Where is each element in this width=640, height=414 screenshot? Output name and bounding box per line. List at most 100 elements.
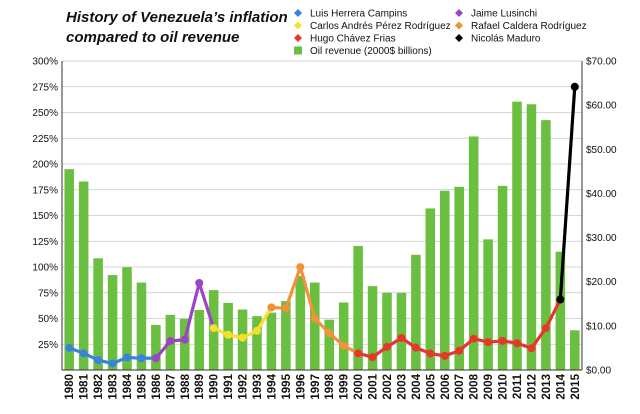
series-point	[65, 343, 74, 352]
x-tick-label: 2010	[498, 374, 510, 400]
legend-label: Hugo Chávez Frias	[310, 34, 396, 45]
x-tick-label: 1983	[108, 374, 120, 400]
series-point	[383, 342, 391, 351]
axes	[61, 61, 583, 371]
oil-revenue-bars	[64, 101, 580, 371]
x-tick-label: 2000	[353, 374, 365, 400]
left-tick-label: 300%	[32, 57, 58, 68]
left-tick-label: 25%	[38, 340, 58, 351]
x-tick-label: 2008	[469, 373, 481, 399]
gridlines	[62, 60, 582, 345]
series-point	[354, 349, 363, 358]
series-point	[469, 334, 478, 343]
series-point	[108, 359, 117, 368]
x-tick-label: 1989	[194, 374, 206, 400]
x-tick-label: 1980	[64, 374, 76, 400]
x-tick-label: 1993	[252, 374, 264, 400]
series-point	[224, 330, 233, 339]
left-tick-label: 275%	[32, 82, 58, 93]
right-tick-label: $30.00	[586, 233, 617, 244]
oil-revenue-bar	[512, 101, 522, 371]
series-point	[195, 278, 204, 287]
series-point	[151, 354, 160, 363]
x-tick-label: 1998	[324, 373, 336, 399]
series-point	[238, 333, 247, 342]
oil-revenue-bar	[136, 282, 147, 370]
tick-labels: 25% 50% 75% 100% 125% 150% 175% 200% 225% 250% 275…	[32, 57, 617, 400]
oil-revenue-bar	[295, 275, 306, 370]
right-tick-label: $60.00	[586, 101, 617, 112]
x-tick-label: 2011	[512, 373, 524, 399]
legend-label: Luis Herrera Campins	[310, 9, 407, 20]
series-point	[455, 346, 464, 355]
oil-revenue-bar	[151, 324, 161, 370]
x-tick-label: 1985	[136, 373, 148, 399]
series-point	[209, 324, 218, 333]
oil-revenue-bar	[497, 185, 508, 370]
left-tick-label: 250%	[32, 108, 58, 119]
series-point	[513, 339, 521, 348]
legend-label: Carlos Andrés Pérez Rodríguez	[310, 21, 451, 32]
legend-marker	[455, 9, 463, 17]
x-tick-label: 2015	[570, 373, 582, 399]
oil-revenue-bar	[541, 120, 551, 370]
x-tick-label: 1999	[339, 374, 351, 400]
right-tick-label: $70.00	[586, 57, 617, 68]
oil-revenue-bar	[107, 275, 118, 370]
series-point	[498, 336, 507, 345]
oil-revenue-bar	[440, 190, 450, 370]
series-point	[253, 326, 261, 335]
legend-label: Rafael Caldera Rodríguez	[471, 21, 587, 32]
left-tick-label: 200%	[32, 160, 58, 171]
inflation-series	[65, 82, 579, 368]
series-point	[94, 356, 103, 365]
left-tick-label: 50%	[38, 314, 58, 325]
oil-revenue-bar	[570, 330, 580, 370]
x-tick-label: 2014	[555, 373, 567, 399]
legend-label: Nicolás Maduro	[471, 34, 541, 45]
left-tick-label: 175%	[32, 185, 58, 196]
legend-label: Jaime Lusinchi	[471, 9, 537, 20]
legend-marker	[455, 34, 463, 42]
oil-revenue-bar	[64, 169, 74, 370]
x-tick-label: 1987	[165, 374, 177, 400]
series-point	[267, 303, 276, 312]
oil-revenue-bar	[483, 239, 493, 370]
x-tick-label: 1990	[209, 374, 221, 400]
chart-title-line-1: History of Venezuela’s inflation	[66, 9, 288, 26]
left-tick-label: 225%	[32, 134, 58, 145]
x-tick-label: 1994	[266, 373, 278, 399]
x-tick-label: 2004	[411, 373, 423, 399]
oil-revenue-bar	[555, 251, 566, 370]
oil-revenue-bar	[194, 309, 204, 370]
chart-title-line-2: compared to oil revenue	[66, 29, 239, 46]
x-tick-label: 2005	[425, 373, 437, 399]
right-tick-label: $40.00	[586, 189, 617, 200]
legend-marker	[294, 34, 302, 42]
legend-label: Oil revenue (2000$ billions)	[310, 46, 432, 57]
left-tick-label: 150%	[32, 211, 58, 222]
left-tick-label: 100%	[32, 263, 58, 274]
legend: Luis Herrera Campins Jaime Lusinchi Carlos…	[294, 9, 587, 57]
series-line	[558, 85, 577, 302]
x-tick-label: 1982	[93, 374, 105, 400]
series-point	[411, 343, 420, 352]
series-point	[166, 337, 175, 346]
legend-marker	[455, 21, 463, 30]
series-point	[281, 304, 290, 313]
x-tick-label: 1996	[295, 374, 307, 400]
x-tick-label: 1981	[79, 373, 91, 399]
x-tick-label: 1991	[223, 373, 235, 399]
series-point	[123, 353, 131, 362]
x-tick-label: 1988	[180, 373, 192, 399]
series-point	[339, 341, 348, 350]
x-tick-label: 1984	[122, 373, 134, 399]
left-tick-label: 75%	[38, 288, 58, 299]
series-point	[440, 351, 449, 360]
oil-revenue-bar	[252, 316, 262, 370]
left-tick-label: 125%	[32, 237, 58, 248]
legend-swatch	[294, 46, 302, 55]
series-point	[137, 354, 146, 363]
series-point	[541, 324, 550, 333]
